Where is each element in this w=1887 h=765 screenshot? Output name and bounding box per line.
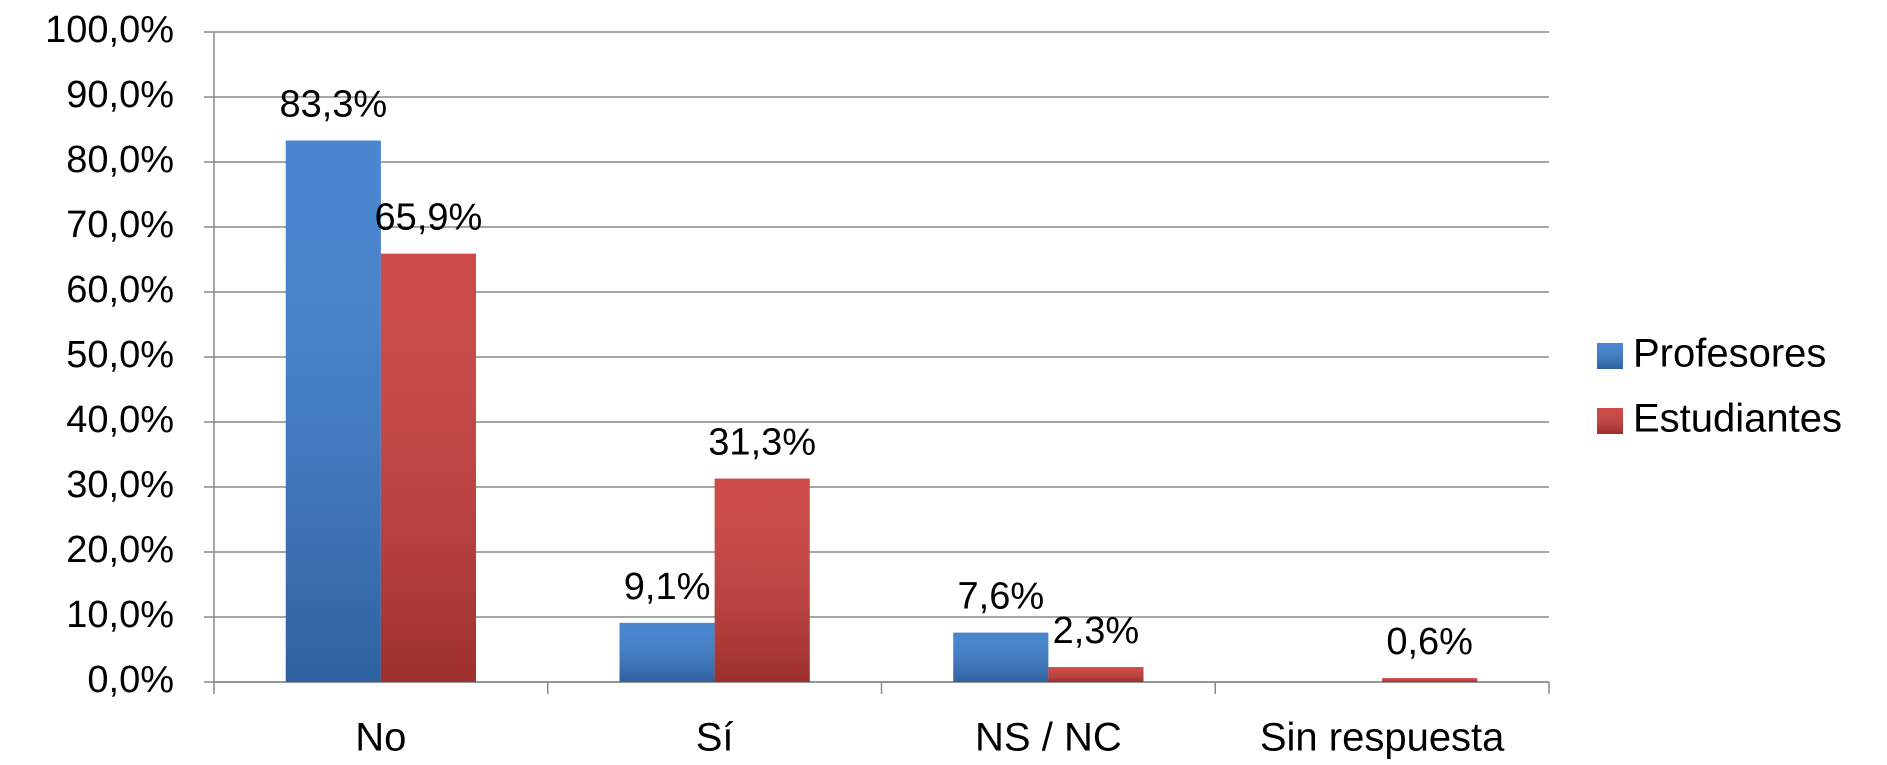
value-label: 7,6% (958, 576, 1045, 618)
bar-shade (285, 140, 381, 683)
y-tick-label: 10,0% (66, 594, 174, 636)
value-label: 65,9% (375, 197, 483, 239)
bar-shade (1048, 667, 1144, 682)
y-tick-label: 20,0% (66, 529, 174, 571)
x-tick-label: Sí (696, 716, 734, 760)
y-tick-label: 50,0% (66, 334, 174, 376)
value-label: 83,3% (279, 84, 387, 126)
y-tick-label: 80,0% (66, 139, 174, 181)
y-tick-label: 30,0% (66, 464, 174, 506)
bar-shade (714, 478, 810, 682)
legend-swatch-shade (1597, 343, 1623, 369)
value-label: 31,3% (708, 422, 816, 464)
x-tick-label: NS / NC (975, 716, 1122, 760)
bar-shade (619, 622, 715, 682)
bar-shade (1382, 678, 1478, 682)
legend-label: Estudiantes (1633, 397, 1842, 441)
bar-shade (953, 632, 1049, 682)
y-tick-label: 70,0% (66, 204, 174, 246)
bar-shade (380, 253, 476, 682)
value-label: 0,6% (1386, 621, 1473, 663)
legend-label: Profesores (1633, 332, 1826, 376)
y-tick-label: 60,0% (66, 269, 174, 311)
y-tick-label: 100,0% (45, 9, 174, 51)
x-tick-label: No (355, 716, 406, 760)
x-tick-label: Sin respuesta (1260, 716, 1505, 760)
value-label: 2,3% (1053, 610, 1140, 652)
y-tick-label: 0,0% (87, 659, 174, 701)
y-tick-label: 90,0% (66, 74, 174, 116)
y-tick-label: 40,0% (66, 399, 174, 441)
value-label: 9,1% (624, 566, 711, 608)
legend-swatch-shade (1597, 408, 1623, 434)
